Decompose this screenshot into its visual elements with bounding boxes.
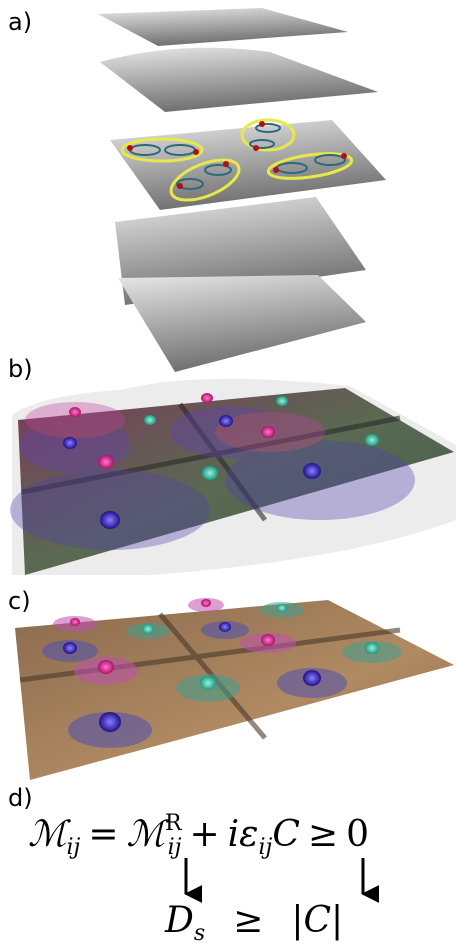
- panel-label: b): [8, 355, 33, 383]
- superscript: R: [165, 811, 183, 836]
- operator: ≥: [308, 814, 338, 855]
- panel-label: d): [8, 784, 33, 812]
- symbol: C: [272, 814, 300, 855]
- symbol: ℳ: [127, 814, 170, 855]
- subscript: ij: [258, 835, 272, 860]
- symbol: D: [164, 900, 194, 941]
- inequality: Ds ≥ |C|: [164, 900, 343, 946]
- operator: ≥: [233, 900, 263, 941]
- operator: =: [88, 814, 118, 855]
- grid-lines: [21, 402, 401, 522]
- sheet: [100, 47, 378, 112]
- sheet: [98, 8, 348, 46]
- number: 0: [346, 814, 369, 855]
- particles: [63, 599, 379, 732]
- symbol: iε: [228, 814, 259, 855]
- halos: [10, 402, 415, 550]
- symbol: |C|: [291, 900, 343, 941]
- equation: ℳij = ℳR ij + iεijC ≥0: [28, 811, 369, 860]
- pair-ellipses: [120, 118, 354, 202]
- panel-label: a): [8, 8, 32, 36]
- subscript: ij: [168, 835, 182, 860]
- panel-b: [10, 378, 456, 575]
- subscript: s: [194, 921, 205, 946]
- operator: +: [189, 814, 219, 855]
- arrows: [184, 858, 380, 903]
- symbol: ℳ: [28, 814, 71, 855]
- particles: [63, 393, 379, 529]
- panel-a: [98, 8, 386, 372]
- panel-c: [15, 598, 454, 780]
- sheet: [118, 275, 366, 372]
- panel-label: c): [8, 587, 31, 615]
- subscript: ij: [67, 835, 81, 860]
- spins: [127, 121, 347, 189]
- sheet: [110, 120, 386, 210]
